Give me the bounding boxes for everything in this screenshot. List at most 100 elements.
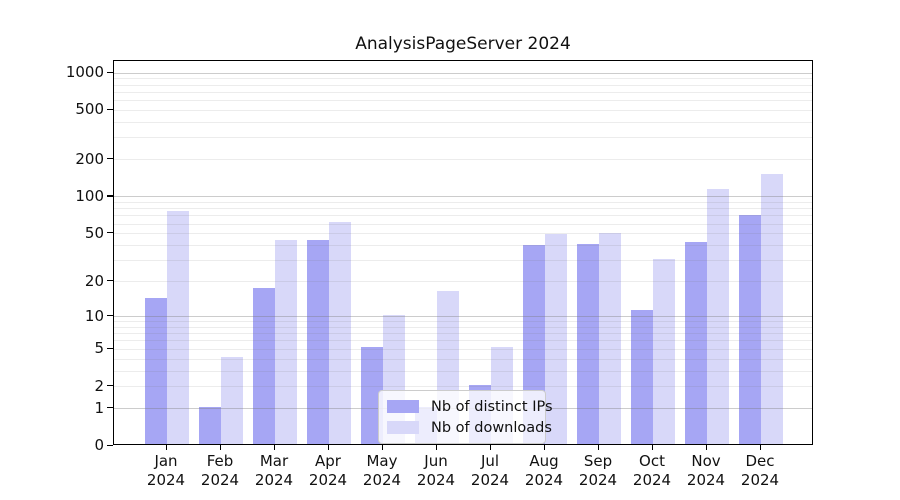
gridline-minor [114,326,812,328]
bar-ips-mar [253,287,275,444]
x-axis-tick-label: May 2024 [362,452,402,489]
gridline-minor [114,84,812,86]
x-axis-tick-label: Dec 2024 [740,452,780,489]
y-axis-tick-label: 2 [94,376,104,395]
gridline-minor [114,333,812,335]
gridline-minor [114,121,812,123]
y-axis-tick-mark [107,232,113,234]
gridline-minor [114,215,812,217]
bar-downloads-apr [329,222,351,444]
y-axis-tick-label: 20 [84,271,104,290]
x-axis-tick-label: Sep 2024 [578,452,618,489]
x-axis-tick-mark [219,445,221,450]
x-axis-tick-mark [489,445,491,450]
x-axis-tick-mark [543,445,545,450]
gridline-minor [114,281,812,283]
x-axis-tick-label: Apr 2024 [308,452,348,489]
gridline-minor [114,223,812,225]
bar-downloads-feb [221,357,243,444]
y-axis-tick-label: 0 [94,436,104,454]
x-axis-tick-mark [381,445,383,450]
x-axis-tick-label: Mar 2024 [254,452,294,489]
bar-downloads-mar [275,239,297,444]
bar-ips-may [361,347,383,444]
x-axis-tick-label: Jan 2024 [146,452,186,489]
y-axis-tick-label: 200 [75,149,104,168]
chart-title: AnalysisPageServer 2024 [355,34,571,54]
bar-downloads-aug [545,233,567,444]
bar-ips-jan [145,297,167,444]
bar-downloads-dec [761,173,783,444]
x-axis-tick-mark [705,445,707,450]
gridline-minor [114,78,812,80]
gridline-minor [114,370,812,372]
bar-ips-sep [577,243,599,444]
bar-ips-apr [307,239,329,444]
bar-downloads-sep [599,232,621,444]
x-axis-tick-mark [597,445,599,450]
y-axis-tick-mark [107,444,113,446]
gridline-minor [114,91,812,93]
y-axis-tick-label: 100 [75,186,104,205]
legend-item-downloads: Nb of downloads [387,417,552,438]
x-axis-tick-label: Oct 2024 [632,452,672,489]
gridline-major [114,72,812,74]
gridline-minor [114,109,812,111]
x-axis-tick-mark [435,445,437,450]
bar-ips-feb [199,406,221,444]
legend-swatch-ips [387,400,419,413]
x-axis-tick-mark [165,445,167,450]
y-axis-tick-label: 50 [84,223,104,242]
y-axis-tick-mark [107,71,113,73]
x-axis-tick-mark [651,445,653,450]
plot-area [113,60,813,445]
bar-ips-nov [685,242,707,444]
y-axis-tick-mark [107,280,113,282]
x-axis-tick-label: Jul 2024 [470,452,510,489]
y-axis-tick-label: 500 [75,100,104,119]
x-axis-tick-label: Feb 2024 [200,452,240,489]
bar-downloads-oct [653,258,675,444]
gridline-minor [114,245,812,247]
y-axis-tick-mark [107,158,113,160]
gridline-minor [114,260,812,262]
gridline-minor [114,137,812,139]
gridline-minor [114,386,812,388]
y-axis-tick-mark [107,195,113,197]
bar-downloads-jan [167,210,189,444]
gridline-minor [114,159,812,161]
gridline-minor [114,201,812,203]
gridline-minor [114,358,812,360]
gridline-minor [114,233,812,235]
y-axis-tick-mark [107,315,113,317]
gridline-minor [114,208,812,210]
x-axis-tick-label: Aug 2024 [524,452,564,489]
x-axis-tick-label: Jun 2024 [416,452,456,489]
y-axis-tick-label: 5 [94,339,104,358]
y-axis-tick-mark [107,385,113,387]
legend: Nb of distinct IPs Nb of downloads [378,390,553,444]
x-axis-tick-mark [327,445,329,450]
bar-ips-oct [631,309,653,444]
legend-label: Nb of downloads [431,419,552,436]
y-axis-tick-mark [107,407,113,409]
x-axis-tick-label: Nov 2024 [686,452,726,489]
legend-label: Nb of distinct IPs [431,398,553,415]
y-axis-tick-mark [107,347,113,349]
y-axis-tick-label: 1000 [65,63,104,82]
y-axis-tick-label: 10 [84,306,104,325]
y-axis-tick-label: 1 [94,398,104,417]
x-axis-tick-mark [273,445,275,450]
gridline-minor [114,348,812,350]
gridline-minor [114,321,812,323]
gridline-minor [114,100,812,102]
bar-ips-dec [739,214,761,444]
x-axis-tick-mark [759,445,761,450]
gridline-minor [114,340,812,342]
y-axis-tick-mark [107,108,113,111]
legend-swatch-downloads [387,421,419,434]
bar-downloads-nov [707,188,729,444]
legend-item-distinct-ips: Nb of distinct IPs [387,396,553,417]
gridline-major [114,316,812,318]
